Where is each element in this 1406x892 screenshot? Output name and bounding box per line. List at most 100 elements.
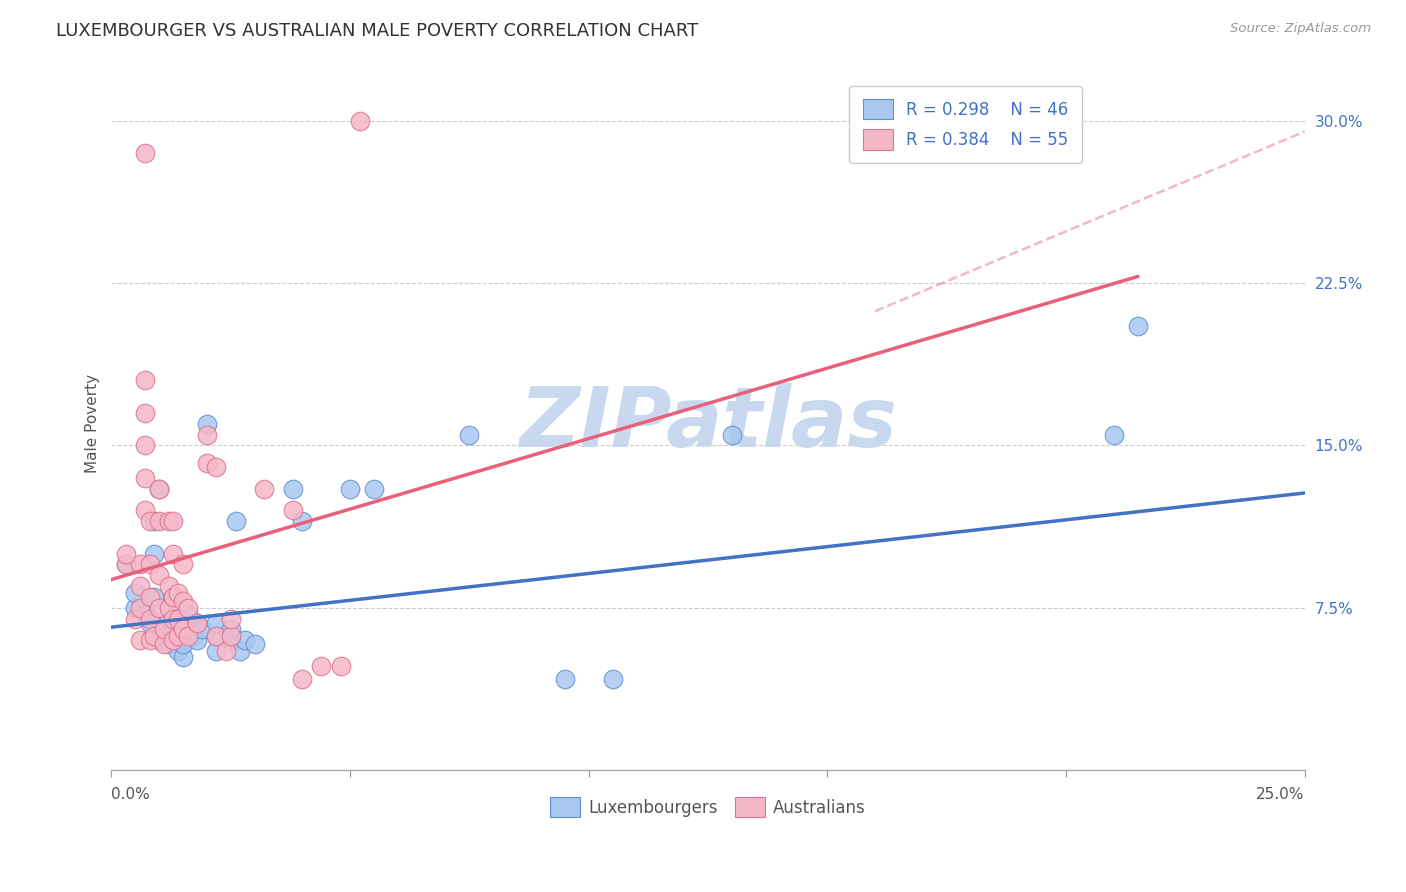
Point bbox=[181, 629, 204, 643]
Point bbox=[172, 558, 194, 572]
Point bbox=[1126, 319, 1149, 334]
Point bbox=[177, 607, 200, 622]
Point bbox=[124, 611, 146, 625]
Point bbox=[177, 623, 200, 637]
Point bbox=[205, 460, 228, 475]
Point bbox=[148, 482, 170, 496]
Point bbox=[205, 644, 228, 658]
Point bbox=[143, 629, 166, 643]
Point bbox=[229, 644, 252, 658]
Point bbox=[172, 594, 194, 608]
Point bbox=[114, 558, 136, 572]
Point bbox=[129, 600, 152, 615]
Point bbox=[114, 558, 136, 572]
Point bbox=[134, 373, 156, 387]
Point bbox=[172, 650, 194, 665]
Point bbox=[114, 547, 136, 561]
Point bbox=[281, 482, 304, 496]
Point bbox=[148, 568, 170, 582]
Point bbox=[172, 633, 194, 648]
Point bbox=[124, 600, 146, 615]
Point bbox=[186, 615, 208, 630]
Point bbox=[186, 633, 208, 648]
Point bbox=[1102, 427, 1125, 442]
Point bbox=[205, 629, 228, 643]
Point bbox=[134, 438, 156, 452]
Point bbox=[363, 482, 385, 496]
Text: 0.0%: 0.0% bbox=[111, 788, 150, 802]
Point bbox=[195, 456, 218, 470]
Point bbox=[138, 633, 160, 648]
Text: LUXEMBOURGER VS AUSTRALIAN MALE POVERTY CORRELATION CHART: LUXEMBOURGER VS AUSTRALIAN MALE POVERTY … bbox=[56, 22, 699, 40]
Point bbox=[124, 585, 146, 599]
Point bbox=[157, 600, 180, 615]
Point bbox=[129, 579, 152, 593]
Point bbox=[153, 638, 176, 652]
Point bbox=[291, 672, 314, 686]
Point bbox=[148, 623, 170, 637]
Point bbox=[205, 629, 228, 643]
Point bbox=[602, 672, 624, 686]
Point bbox=[162, 633, 184, 648]
Point bbox=[215, 644, 238, 658]
Point bbox=[162, 590, 184, 604]
Point bbox=[129, 558, 152, 572]
Point bbox=[329, 659, 352, 673]
Point bbox=[138, 590, 160, 604]
Point bbox=[167, 585, 190, 599]
Point bbox=[195, 427, 218, 442]
Point bbox=[191, 623, 214, 637]
Point bbox=[153, 623, 176, 637]
Point bbox=[129, 633, 152, 648]
Point bbox=[339, 482, 361, 496]
Point bbox=[157, 629, 180, 643]
Point bbox=[205, 615, 228, 630]
Point bbox=[143, 590, 166, 604]
Point bbox=[143, 514, 166, 528]
Point bbox=[157, 638, 180, 652]
Point bbox=[311, 659, 333, 673]
Point bbox=[157, 600, 180, 615]
Point bbox=[134, 471, 156, 485]
Point bbox=[134, 406, 156, 420]
Point bbox=[195, 417, 218, 431]
Point bbox=[157, 611, 180, 625]
Point bbox=[134, 146, 156, 161]
Y-axis label: Male Poverty: Male Poverty bbox=[86, 374, 100, 474]
Point bbox=[138, 558, 160, 572]
Point bbox=[219, 623, 242, 637]
Text: 25.0%: 25.0% bbox=[1257, 788, 1305, 802]
Point bbox=[177, 600, 200, 615]
Point bbox=[186, 615, 208, 630]
Point bbox=[219, 629, 242, 643]
Point bbox=[148, 633, 170, 648]
Text: ZIPatlas: ZIPatlas bbox=[519, 384, 897, 464]
Point bbox=[349, 113, 371, 128]
Point bbox=[281, 503, 304, 517]
Legend: Luxembourgers, Australians: Luxembourgers, Australians bbox=[544, 790, 873, 824]
Point bbox=[148, 482, 170, 496]
Point bbox=[134, 503, 156, 517]
Point bbox=[134, 607, 156, 622]
Point bbox=[243, 638, 266, 652]
Point bbox=[157, 514, 180, 528]
Point bbox=[253, 482, 276, 496]
Point bbox=[162, 611, 184, 625]
Point bbox=[177, 629, 200, 643]
Point bbox=[458, 427, 481, 442]
Point bbox=[172, 638, 194, 652]
Point bbox=[172, 623, 194, 637]
Point bbox=[225, 514, 247, 528]
Point bbox=[162, 547, 184, 561]
Text: Source: ZipAtlas.com: Source: ZipAtlas.com bbox=[1230, 22, 1371, 36]
Point bbox=[219, 633, 242, 648]
Point bbox=[721, 427, 744, 442]
Point bbox=[167, 629, 190, 643]
Point bbox=[167, 611, 190, 625]
Point bbox=[233, 633, 256, 648]
Point bbox=[219, 611, 242, 625]
Point bbox=[162, 514, 184, 528]
Point bbox=[148, 600, 170, 615]
Point bbox=[291, 514, 314, 528]
Point bbox=[162, 590, 184, 604]
